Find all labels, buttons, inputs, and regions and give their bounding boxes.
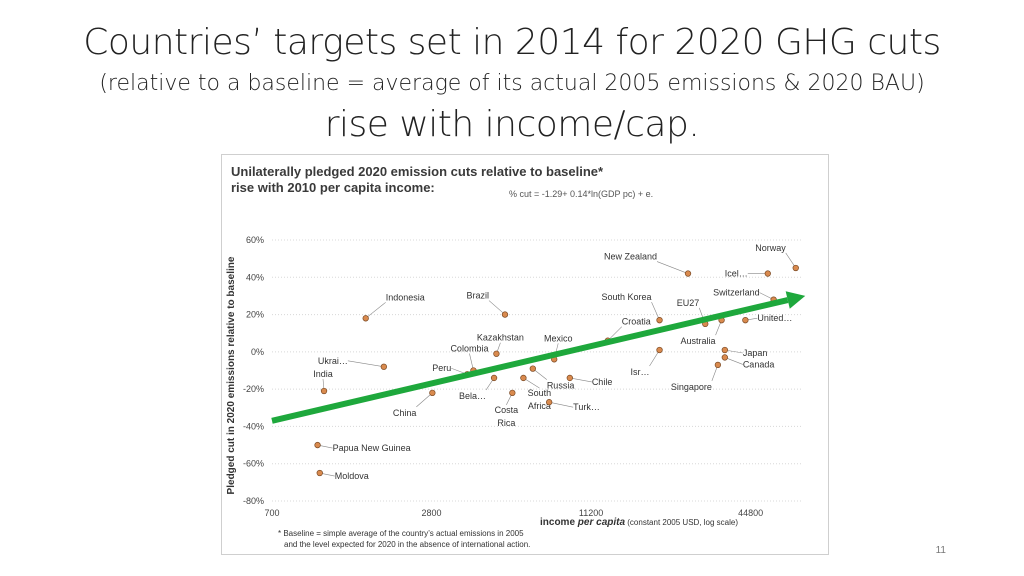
- y-tick-label: -60%: [243, 459, 264, 469]
- data-point: [546, 399, 553, 406]
- point-label: South Africa: [528, 388, 552, 411]
- x-tick-label: 2800: [422, 508, 442, 518]
- point-label: United…: [757, 313, 792, 323]
- point-label: Chile: [592, 377, 613, 387]
- point-label: Australia: [681, 336, 716, 346]
- data-point: [721, 354, 728, 361]
- x-tick-label: 44800: [738, 508, 763, 518]
- leader-line: [569, 377, 592, 383]
- data-point: [684, 270, 692, 277]
- leader-line: [365, 302, 386, 319]
- leader-line: [656, 261, 689, 274]
- data-point: [721, 346, 728, 354]
- point-label: Croatia: [622, 317, 651, 327]
- point-label: Indonesia: [386, 292, 425, 302]
- point-label: Papua New Guinea: [333, 443, 411, 453]
- data-point: [509, 389, 516, 397]
- slide-title-continuation: rise with income/cap.: [324, 104, 700, 145]
- data-point: [764, 270, 771, 277]
- data-point: [490, 374, 498, 382]
- point-label: Bela…: [459, 391, 486, 401]
- y-tick-label: 40%: [246, 272, 264, 282]
- data-point: [529, 365, 536, 372]
- point-label: Ukrai…: [318, 356, 348, 366]
- point-label: EU27: [677, 298, 700, 308]
- slide-subtitle: (relative to a baseline = average of its…: [99, 71, 925, 96]
- point-label: Peru: [432, 363, 451, 373]
- trend-arrow-line: [271, 297, 789, 424]
- chart-title-line1: Unilaterally pledged 2020 emission cuts …: [231, 164, 604, 179]
- point-label: Costa Rica: [495, 405, 519, 428]
- data-point: [792, 264, 799, 272]
- data-point: [493, 350, 500, 357]
- data-point: [566, 374, 573, 382]
- data-point: [501, 311, 509, 318]
- point-label: Switzerland: [713, 288, 760, 298]
- leader-line: [549, 401, 574, 408]
- data-point: [380, 363, 387, 370]
- chart-title-line2: rise with 2010 per capita income:: [231, 180, 435, 195]
- data-point: [714, 361, 722, 369]
- point-label: Canada: [743, 359, 775, 369]
- point-label: Moldova: [335, 471, 369, 481]
- x-tick-label: 700: [264, 508, 279, 518]
- point-label: Mexico: [544, 333, 573, 343]
- scatter-chart: 60% 40% 20% 0% -20% -40% -60% -80%700 2800 11200 4…: [226, 235, 806, 549]
- trend-arrow-head: [785, 291, 806, 309]
- y-tick-label: 60%: [246, 235, 264, 245]
- point-label: Turk…: [573, 402, 600, 412]
- y-tick-label: 0%: [251, 347, 264, 357]
- y-axis-title: Pledged cut in 2020 emissions relative t…: [226, 256, 237, 494]
- point-label: Japan: [743, 348, 768, 358]
- chart-title: Unilaterally pledged 2020 emission cuts …: [231, 164, 603, 196]
- data-point: [362, 315, 369, 322]
- chart-footnote-line1: * Baseline = simple average of the count…: [278, 529, 524, 538]
- point-label: Singapore: [671, 382, 712, 392]
- chart-footnote-line2: and the level expected for 2020 in the a…: [284, 540, 530, 549]
- point-label: Colombia: [450, 344, 488, 354]
- data-point: [656, 317, 663, 324]
- point-label: Brazil: [466, 291, 489, 301]
- data-point: [320, 387, 328, 395]
- page-number: 11: [935, 545, 946, 556]
- y-tick-label: -80%: [243, 496, 264, 506]
- point-label: Kazakhstan: [477, 333, 524, 343]
- leader-line: [607, 326, 623, 341]
- point-label: Icel…: [725, 269, 748, 279]
- chart-figure: Unilaterally pledged 2020 emission cuts …: [221, 154, 829, 555]
- leader-line: [651, 302, 660, 321]
- data-point: [314, 441, 321, 449]
- leader-line: [724, 357, 743, 365]
- y-tick-label: -40%: [243, 421, 264, 431]
- point-label: Russia: [547, 381, 575, 391]
- regression-formula: % cut = -1.29+ 0.14*ln(GDP pc) + e.: [509, 189, 654, 199]
- point-label: Norway: [755, 243, 786, 253]
- leader-line: [416, 392, 433, 408]
- point-label: Isr…: [631, 367, 650, 377]
- point-label: New Zealand: [604, 252, 657, 262]
- data-point: [520, 374, 527, 382]
- leader-line: [488, 300, 506, 315]
- data-point: [656, 346, 663, 354]
- data-point: [742, 317, 749, 324]
- x-axis-title: income per capita (constant 2005 USD, lo…: [540, 517, 738, 528]
- data-point: [429, 389, 436, 397]
- point-label: India: [313, 369, 333, 379]
- point-label: China: [393, 408, 417, 418]
- data-point: [316, 469, 323, 477]
- slide-title: Countries’ targets set in 2014 for 2020 …: [83, 22, 941, 63]
- leader-line: [347, 360, 384, 368]
- point-label: South Korea: [601, 292, 651, 302]
- y-tick-label: 20%: [246, 310, 264, 320]
- x-tick-label: 11200: [579, 508, 603, 518]
- y-tick-label: -20%: [243, 384, 264, 394]
